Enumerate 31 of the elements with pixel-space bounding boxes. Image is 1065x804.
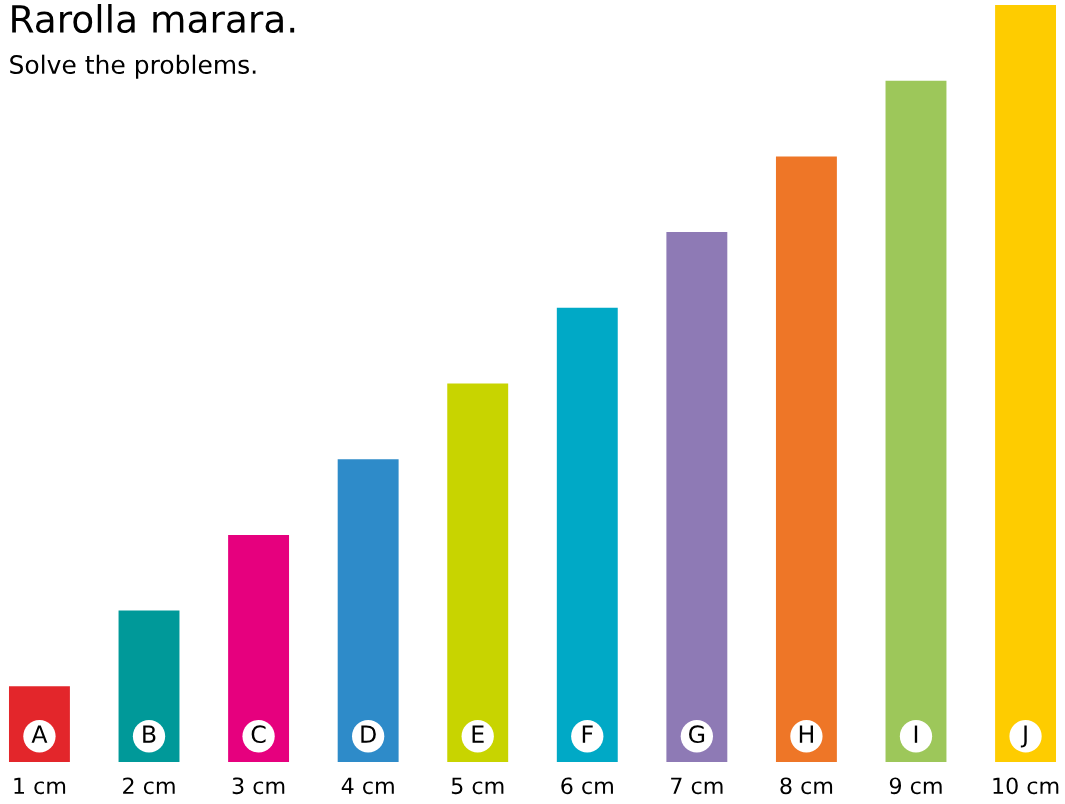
x-tick-label: A xyxy=(31,725,48,743)
x-tick-label: J xyxy=(1020,725,1027,748)
bar xyxy=(666,232,728,762)
chart-title: Rarolla marara. xyxy=(12,4,295,34)
data-label: 7 cm xyxy=(671,777,723,795)
data-label: 9 cm xyxy=(889,777,942,795)
data-label: 5 cm xyxy=(451,777,504,795)
data-label: 10 cm xyxy=(993,777,1059,795)
bar xyxy=(995,5,1057,762)
x-tick-label: H xyxy=(799,725,813,743)
data-label: 3 cm xyxy=(232,777,285,795)
data-label: 8 cm xyxy=(780,777,833,795)
bar xyxy=(775,156,837,762)
data-label: 4 cm xyxy=(341,777,394,795)
x-tick-label: G xyxy=(689,725,705,744)
bar xyxy=(118,610,180,762)
bar xyxy=(228,534,290,762)
data-label: 6 cm xyxy=(561,777,613,795)
data-label: 2 cm xyxy=(123,777,175,795)
x-tick-label: B xyxy=(143,725,156,743)
bar xyxy=(447,383,509,762)
x-tick-label: D xyxy=(361,725,376,743)
x-tick-label: F xyxy=(582,725,593,743)
data-label: 1 cm xyxy=(14,777,66,795)
text: Solve the problems. xyxy=(10,54,256,79)
bar xyxy=(556,307,618,762)
bar xyxy=(337,459,399,762)
x-tick-label: C xyxy=(251,725,266,744)
x-tick-label: E xyxy=(472,725,484,743)
x-tick-label: I xyxy=(914,725,918,743)
bar xyxy=(885,80,947,762)
